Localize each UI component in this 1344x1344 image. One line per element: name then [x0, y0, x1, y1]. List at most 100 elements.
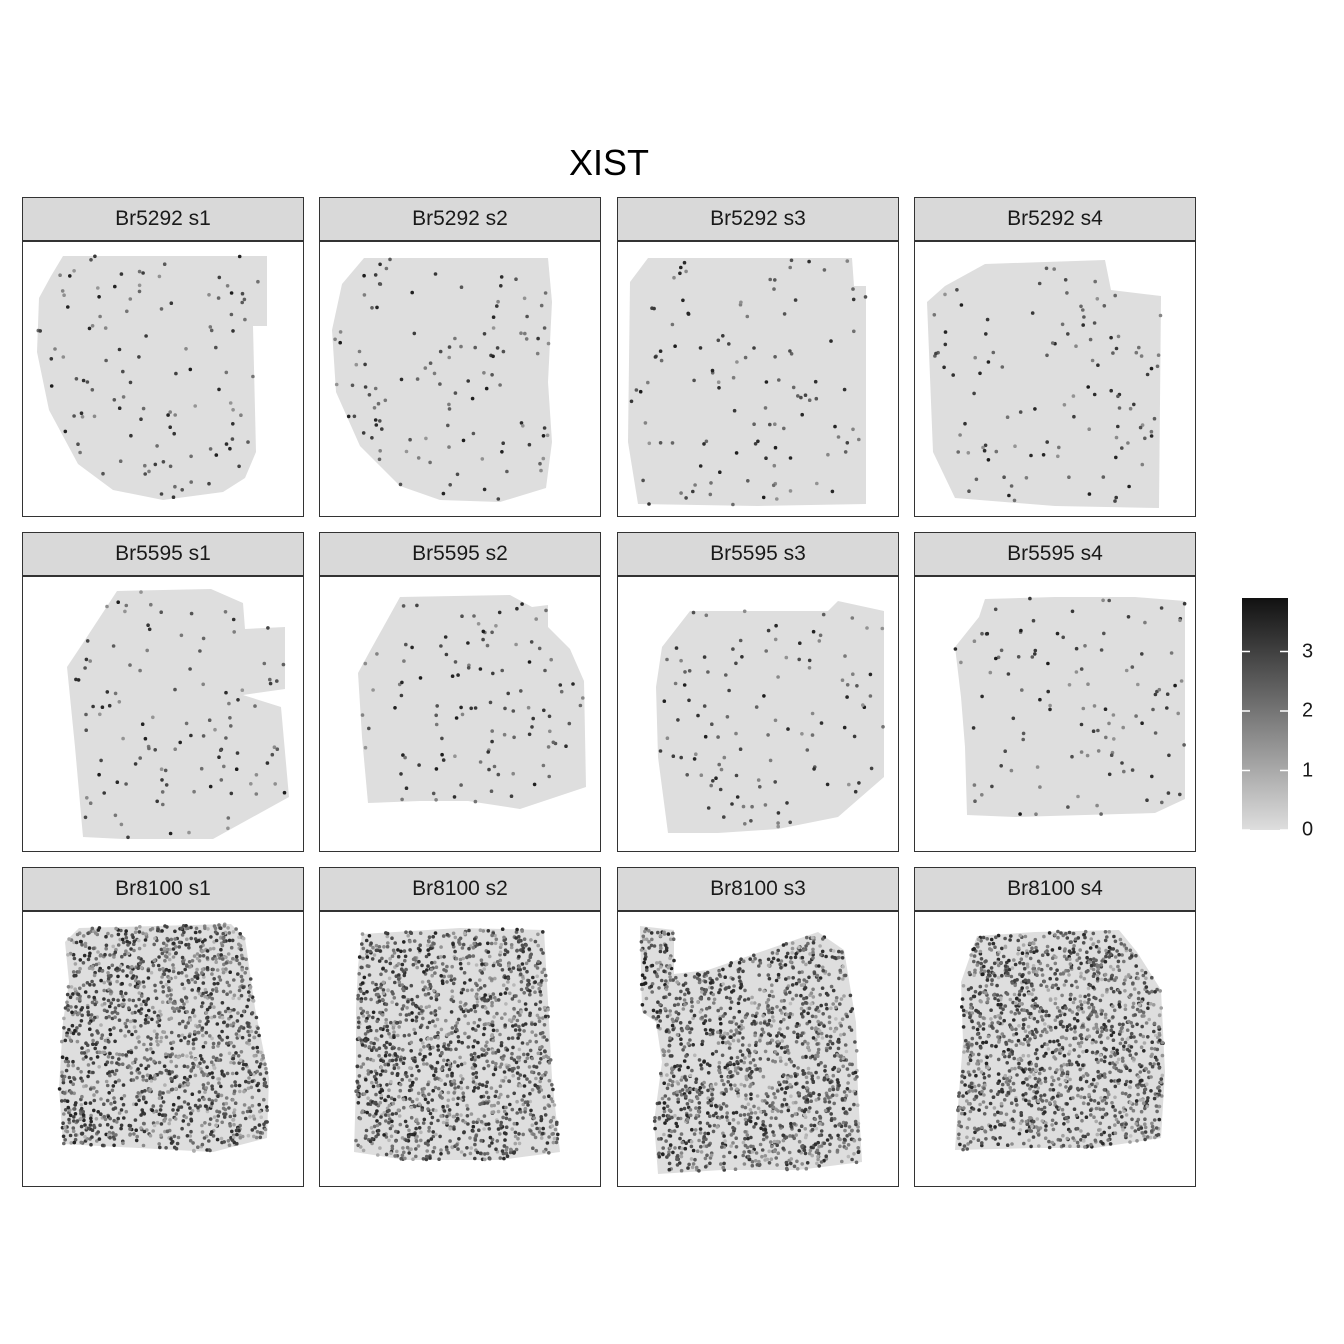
expression-spot — [451, 674, 455, 678]
expression-spot — [737, 1121, 741, 1125]
expression-spot — [235, 955, 239, 959]
expression-spot — [471, 1072, 475, 1076]
expression-spot — [184, 347, 188, 351]
expression-spot — [424, 366, 428, 370]
expression-spot — [824, 1003, 828, 1007]
expression-spot — [160, 767, 164, 771]
expression-spot — [246, 1030, 250, 1034]
expression-spot — [139, 1064, 143, 1068]
expression-spot — [83, 1051, 87, 1055]
expression-spot — [143, 472, 147, 476]
expression-spot — [547, 745, 551, 749]
expression-spot — [195, 968, 199, 972]
expression-spot — [729, 1075, 733, 1079]
expression-spot — [237, 1054, 241, 1058]
expression-spot — [144, 932, 148, 936]
expression-spot — [262, 1098, 266, 1102]
expression-spot — [172, 1103, 176, 1107]
expression-spot — [109, 1001, 113, 1005]
expression-spot — [142, 980, 146, 984]
expression-spot — [62, 1135, 66, 1139]
expression-spot — [177, 1096, 181, 1100]
facet-panel: Br8100 s3 — [617, 867, 899, 1187]
expression-spot — [164, 1052, 168, 1056]
expression-spot — [1080, 723, 1084, 727]
expression-spot — [399, 1157, 403, 1161]
expression-spot — [517, 1077, 521, 1081]
expression-spot — [1120, 446, 1124, 450]
expression-spot — [698, 1058, 702, 1062]
expression-spot — [485, 1084, 489, 1088]
expression-spot — [136, 1036, 140, 1040]
expression-spot — [82, 1057, 86, 1061]
expression-spot — [507, 977, 511, 981]
expression-spot — [429, 1112, 433, 1116]
expression-spot — [706, 670, 710, 674]
expression-spot — [714, 1112, 718, 1116]
expression-spot — [238, 255, 242, 259]
expression-spot — [707, 806, 711, 810]
expression-spot — [402, 1151, 406, 1155]
expression-spot — [108, 953, 112, 957]
expression-spot — [687, 1042, 691, 1046]
expression-spot — [111, 945, 115, 949]
expression-spot — [811, 948, 815, 952]
expression-spot — [450, 1083, 454, 1087]
expression-spot — [741, 1036, 745, 1040]
expression-spot — [96, 1080, 100, 1084]
expression-spot — [182, 1119, 186, 1123]
expression-spot — [77, 970, 81, 974]
expression-spot — [230, 291, 234, 295]
expression-spot — [210, 1102, 214, 1106]
expression-spot — [507, 1079, 511, 1083]
expression-spot — [229, 724, 233, 728]
expression-spot — [1081, 308, 1085, 312]
expression-spot — [463, 1032, 467, 1036]
expression-spot — [220, 1070, 224, 1074]
expression-spot — [362, 274, 366, 278]
expression-spot — [439, 1152, 443, 1156]
expression-spot — [467, 1022, 471, 1026]
expression-spot — [193, 975, 197, 979]
expression-spot — [548, 1079, 552, 1083]
expression-spot — [158, 1113, 162, 1117]
expression-spot — [232, 630, 236, 634]
expression-spot — [223, 1115, 227, 1119]
expression-spot — [142, 985, 146, 989]
expression-spot — [160, 778, 164, 782]
expression-spot — [726, 1080, 730, 1084]
expression-spot — [333, 338, 337, 342]
expression-spot — [200, 1124, 204, 1128]
expression-spot — [542, 457, 546, 461]
expression-spot — [266, 626, 270, 630]
expression-spot — [393, 996, 397, 1000]
expression-spot — [447, 1032, 451, 1036]
expression-spot — [1129, 407, 1133, 411]
expression-spot — [397, 962, 401, 966]
expression-spot — [775, 497, 779, 501]
expression-spot — [943, 293, 947, 297]
expression-spot — [462, 943, 466, 947]
expression-spot — [1102, 475, 1106, 479]
expression-spot — [472, 1077, 476, 1081]
expression-spot — [75, 941, 79, 945]
expression-spot — [65, 1069, 69, 1073]
expression-spot — [104, 1039, 108, 1043]
expression-spot — [779, 1020, 783, 1024]
expression-spot — [201, 1130, 205, 1134]
expression-spot — [439, 1079, 443, 1083]
expression-spot — [674, 1122, 678, 1126]
expression-spot — [181, 956, 185, 960]
expression-spot — [1033, 407, 1037, 411]
expression-spot — [710, 1098, 714, 1102]
expression-spot — [105, 944, 109, 948]
expression-spot — [470, 988, 474, 992]
expression-spot — [114, 1080, 118, 1084]
expression-spot — [129, 381, 133, 385]
expression-spot — [954, 647, 958, 651]
expression-spot — [691, 1043, 695, 1047]
expression-spot — [107, 1040, 111, 1044]
expression-spot — [480, 1102, 484, 1106]
expression-spot — [512, 966, 516, 970]
expression-spot — [105, 1010, 109, 1014]
